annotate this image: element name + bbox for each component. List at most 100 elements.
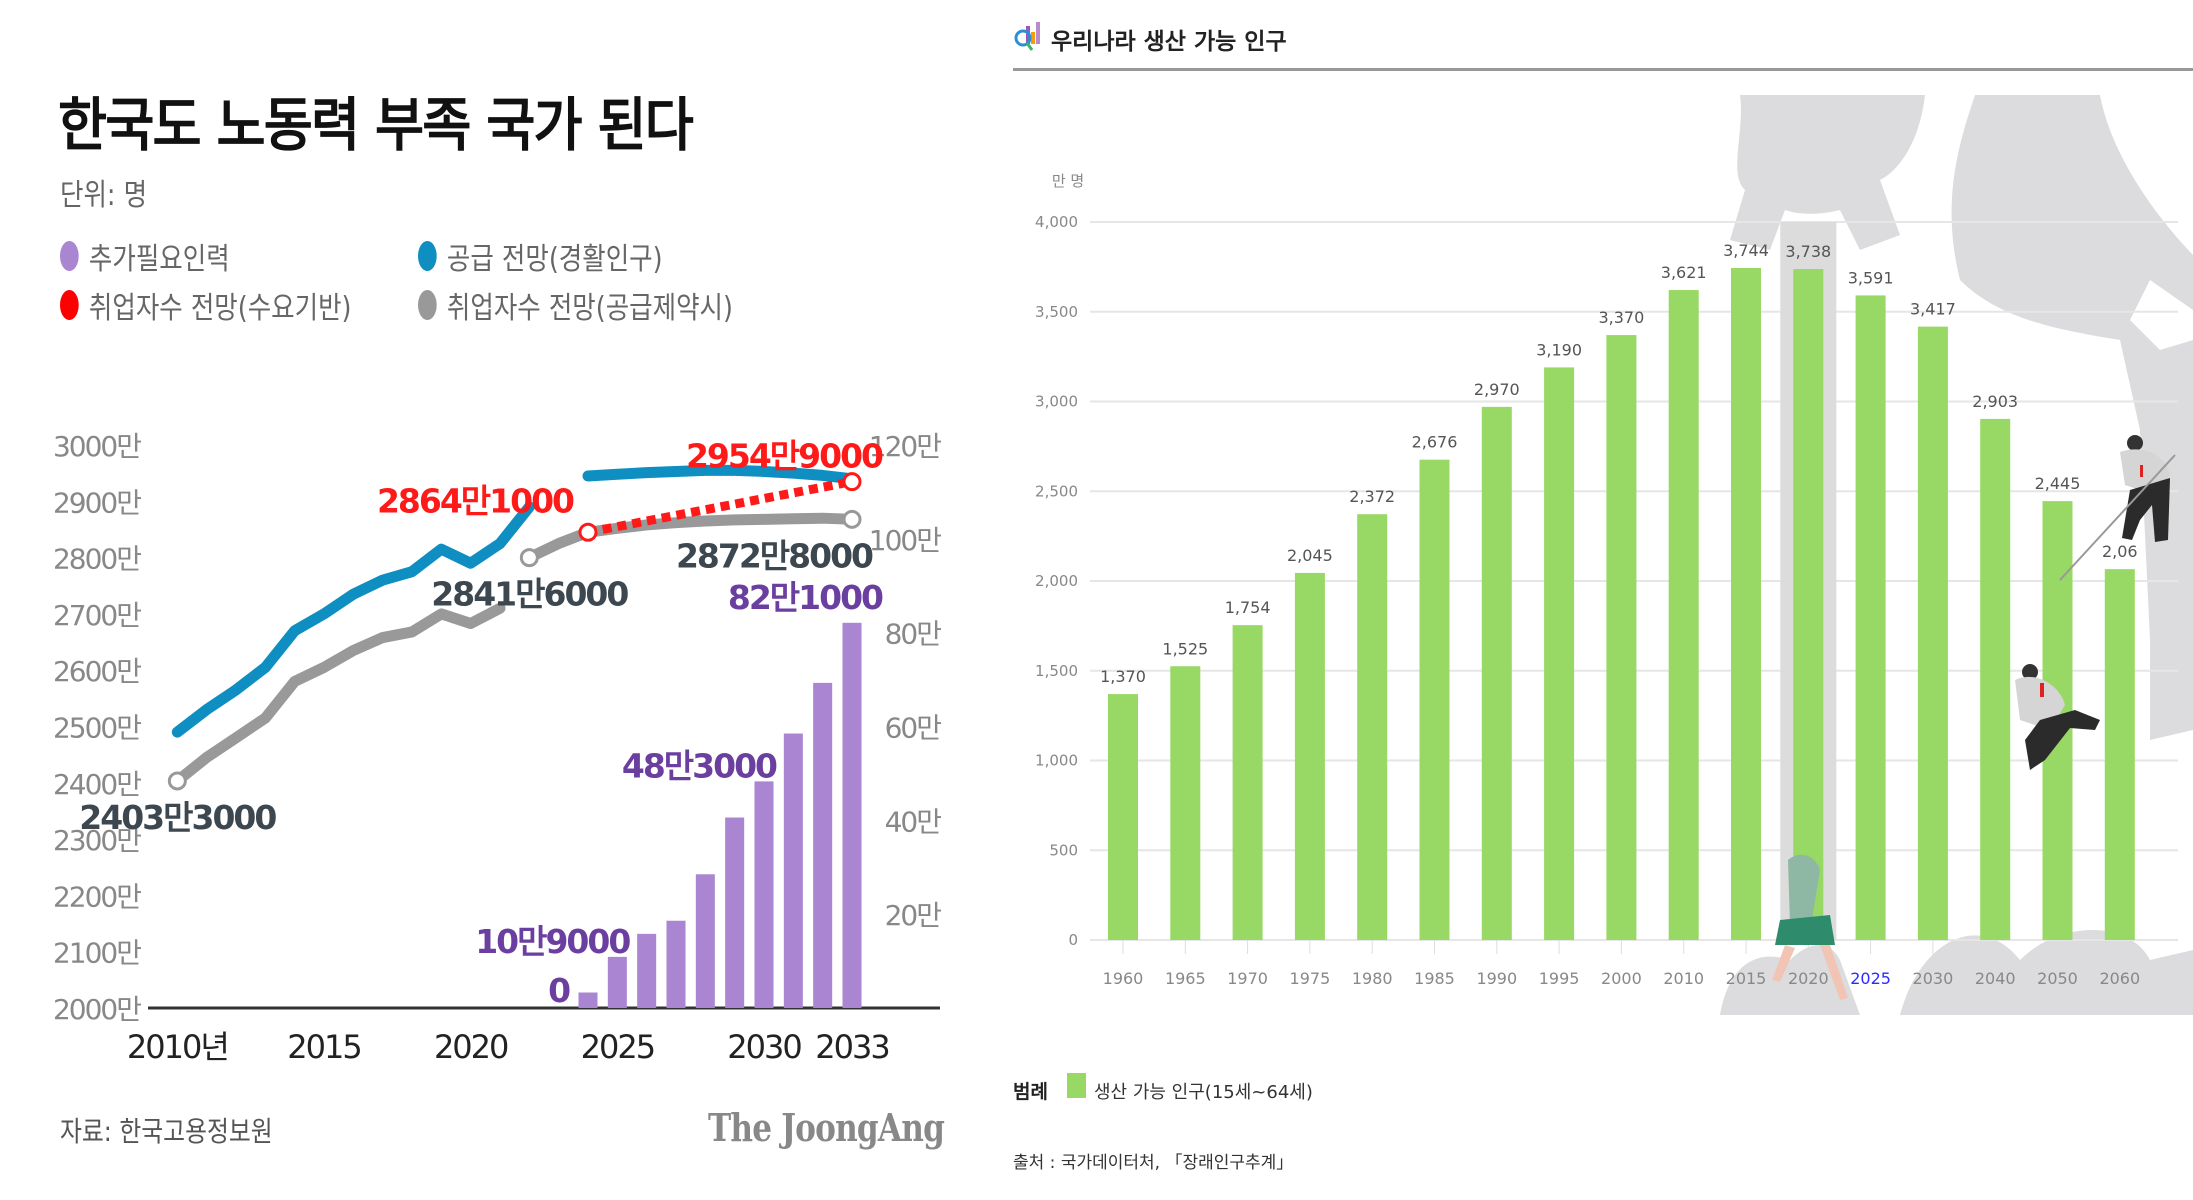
- left-axis-tick-label: 2200만: [53, 880, 141, 913]
- right-chart-title: 우리나라 생산 가능 인구: [1051, 29, 1287, 55]
- x-axis-tick-label: 1970: [1227, 969, 1268, 988]
- header-divider: [1013, 68, 2193, 71]
- employment-supply-constrained-line: [171, 602, 506, 787]
- y-axis-tick-label: 0: [1068, 931, 1078, 949]
- left-chart-unit: 단위: 명: [60, 178, 148, 213]
- bar-value-label: 3,190: [1536, 340, 1582, 359]
- population-bar: [1419, 459, 1450, 940]
- legend-item-supply-forecast: 공급 전망(경활인구): [418, 234, 663, 278]
- additional-workforce-bar: [754, 781, 774, 1008]
- chart-magnifier-icon: [1013, 20, 1043, 58]
- right-axis-tick-label: 20만: [885, 899, 942, 932]
- data-value-annotation: 2954만9000: [686, 437, 883, 476]
- data-point-marker: [167, 771, 187, 791]
- left-axis-tick-label: 2700만: [53, 599, 141, 632]
- bar-value-label: 3,417: [1910, 300, 1956, 319]
- bar-value-label: 2,970: [1474, 380, 1520, 399]
- y-axis-tick-label: 3,500: [1035, 303, 1078, 321]
- legend-label: 취업자수 전망(수요기반): [88, 291, 352, 326]
- right-chart-source: 출처 : 국가데이터처, 「장래인구추계」: [1013, 1153, 1294, 1173]
- bar-value-label: 3,591: [1848, 268, 1894, 287]
- additional-workforce-bar: [842, 622, 862, 1008]
- y-axis-tick-label: 3,000: [1035, 393, 1078, 411]
- legend-dot-icon: [418, 290, 437, 320]
- x-axis-tick-label: 1960: [1103, 969, 1144, 988]
- y-axis-tick-label: 2,500: [1035, 482, 1078, 500]
- right-axis-tick-label: 60만: [885, 712, 942, 745]
- bar-value-label: 2,06: [2102, 542, 2138, 561]
- left-axis-tick-label: 2500만: [53, 712, 141, 745]
- data-value-annotation: 2841만6000: [431, 575, 628, 614]
- bar-value-label: 2,903: [1972, 392, 2018, 411]
- y-axis-tick-label: 500: [1049, 841, 1078, 859]
- legend-label: 공급 전망(경활인구): [446, 242, 663, 277]
- right-axis-tick-label: 120만: [869, 430, 941, 463]
- y-axis-tick-label: 4,000: [1035, 213, 1078, 231]
- supply-forecast-line: [582, 464, 858, 485]
- left-axis-tick-label: 2600만: [53, 655, 141, 688]
- x-axis-tick-label: 2020: [434, 1028, 508, 1066]
- right-axis-tick-label: 100만: [869, 524, 941, 557]
- x-axis-tick-label: 1980: [1352, 969, 1393, 988]
- data-value-annotation: 48만3000: [622, 746, 777, 785]
- left-axis-tick-label: 2800만: [53, 543, 141, 576]
- left-axis-tick-label: 2400만: [53, 768, 141, 801]
- left-chart-source: 자료: 한국고용정보원: [60, 1115, 273, 1148]
- left-axis-tick-label: 2300만: [53, 824, 141, 857]
- legend-series-label: 생산 가능 인구(15세~64세): [1094, 1082, 1313, 1103]
- legend-title: 범례: [1013, 1081, 1048, 1103]
- population-bar: [1606, 335, 1637, 940]
- bar-value-label: 3,738: [1785, 242, 1831, 261]
- population-bar: [1731, 267, 1761, 940]
- data-point-marker: [578, 522, 598, 542]
- legend-label: 추가필요인력: [88, 242, 230, 277]
- y-axis-tick-label: 1,000: [1035, 752, 1078, 770]
- bar-value-label: 2,676: [1412, 433, 1458, 452]
- bar-value-label: 1,525: [1162, 639, 1208, 658]
- data-value-annotation: 0: [548, 971, 570, 1010]
- y-axis-unit-label: 만 명: [1052, 172, 1084, 190]
- x-axis-tick-label: 2015: [1726, 969, 1767, 988]
- population-bar: [1917, 326, 1948, 940]
- decorative-people-illustration: [1772, 435, 2176, 1000]
- left-chart-title: 한국도 노동력 부족 국가 된다: [58, 91, 694, 159]
- x-axis-tick-label: 2030: [727, 1028, 801, 1066]
- x-axis-tick-label: 2020: [1788, 969, 1829, 988]
- right-axis-tick-label: 40만: [885, 805, 942, 838]
- additional-workforce-bar: [725, 817, 745, 1008]
- legend-label: 취업자수 전망(공급제약시): [446, 291, 733, 326]
- bar-value-label: 3,621: [1661, 263, 1707, 282]
- legend-dot-icon: [418, 241, 437, 271]
- legend-dot-icon: [60, 241, 79, 271]
- bar-value-label: 2,445: [2035, 474, 2081, 493]
- population-bar: [1232, 625, 1263, 940]
- population-bar: [1793, 269, 1824, 940]
- data-value-annotation: 82만1000: [728, 578, 883, 617]
- right-axis-tick-label: 80만: [885, 618, 942, 651]
- additional-workforce-bar: [813, 682, 833, 1008]
- additional-workforce-bar: [695, 874, 715, 1008]
- population-bar: [1357, 514, 1388, 940]
- bar-value-label: 3,744: [1723, 241, 1769, 260]
- additional-workforce-bar: [607, 956, 627, 1008]
- bar-value-label: 2,372: [1349, 487, 1395, 506]
- x-axis-tick-label: 2015: [287, 1028, 360, 1066]
- left-chart: 2000만 2100만 2200만 2300만 2400만 2500만 2600만 2700만…: [53, 430, 943, 1066]
- x-axis-tick-label: 2033: [815, 1028, 888, 1066]
- x-axis-tick-label: 1990: [1476, 969, 1517, 988]
- additional-workforce-bar: [578, 992, 598, 1008]
- legend-item-demand-employment: 취업자수 전망(수요기반): [60, 283, 352, 327]
- x-axis-tick-label: 2025: [581, 1028, 654, 1066]
- population-bar: [1544, 367, 1575, 940]
- bar-value-label: 3,370: [1598, 308, 1644, 327]
- right-chart-header: 우리나라 생산 가능 인구: [1013, 20, 1287, 58]
- legend-item-supply-constrained-employment: 취업자수 전망(공급제약시): [418, 283, 733, 327]
- x-axis-tick-label: 2010: [1663, 969, 1704, 988]
- x-axis-tick-label: 1995: [1539, 969, 1580, 988]
- legend-swatch-icon: [1067, 1073, 1086, 1098]
- x-axis-tick-label: 2060: [2099, 969, 2140, 988]
- population-bar: [1108, 694, 1138, 940]
- additional-workforce-bar: [637, 933, 657, 1008]
- data-value-annotation: 10만9000: [475, 922, 630, 961]
- data-point-marker: [519, 548, 539, 568]
